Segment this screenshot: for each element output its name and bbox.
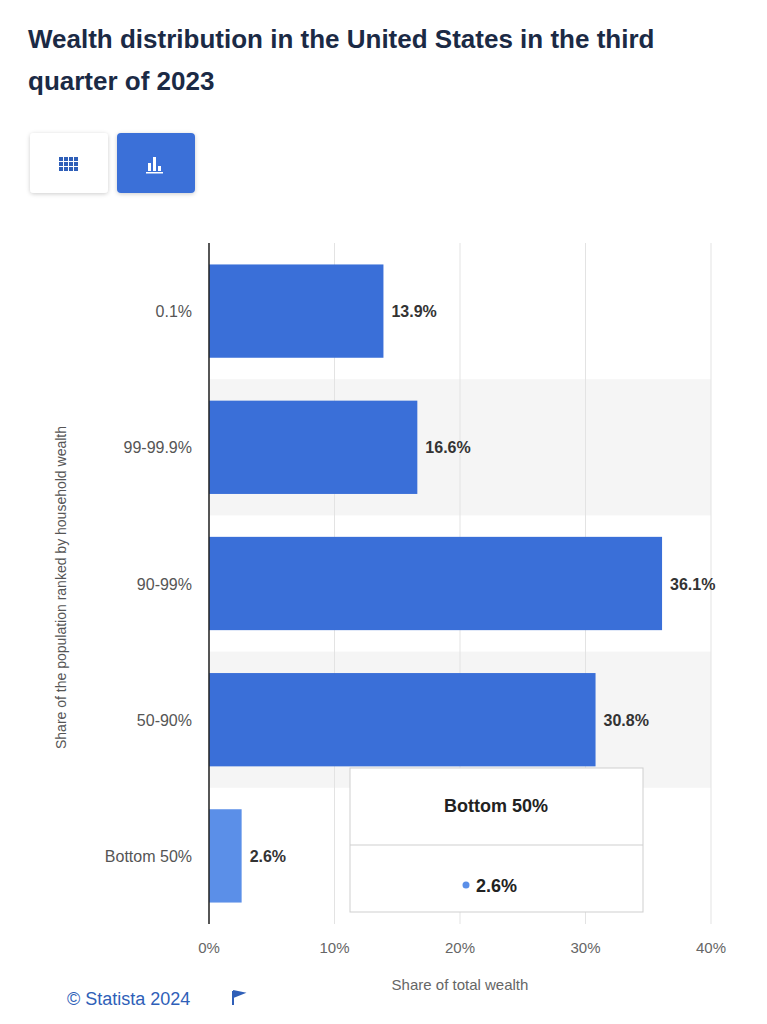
- icon-bar: [153, 157, 156, 171]
- icon-cell: [64, 162, 68, 166]
- tick-label: 20%: [445, 939, 475, 956]
- data-label: 30.8%: [604, 712, 649, 729]
- tick-label: 0%: [198, 939, 220, 956]
- tick-label: 40%: [696, 939, 726, 956]
- source: © Statista 2024: [67, 989, 190, 1009]
- icon-cell: [74, 162, 78, 166]
- y-axis-title: Share of the population ranked by househ…: [53, 426, 69, 749]
- x-axis-title: Share of total wealth: [392, 976, 529, 993]
- icon-cell: [59, 157, 63, 161]
- bar: [209, 809, 242, 902]
- data-label: 36.1%: [670, 576, 715, 593]
- category-label: 90-99%: [137, 576, 192, 593]
- category-label: 99-99.9%: [124, 439, 193, 456]
- tooltip-divider: [350, 845, 643, 846]
- data-label: 13.9%: [391, 303, 436, 320]
- icon-bar: [158, 166, 161, 171]
- data-label: 16.6%: [425, 439, 470, 456]
- icon-cell: [59, 167, 63, 171]
- category-label: 50-90%: [137, 712, 192, 729]
- icon-cell: [69, 162, 73, 166]
- chart-button[interactable]: [117, 133, 195, 193]
- tick-label: 30%: [570, 939, 600, 956]
- bar: [209, 401, 417, 494]
- icon-cell: [59, 162, 63, 166]
- tooltip-title: Bottom 50%: [444, 796, 548, 816]
- flag-icon: [233, 991, 243, 1005]
- title: Wealth distribution in the United States…: [28, 18, 743, 102]
- icon-cell: [64, 157, 68, 161]
- tooltip-dot: [463, 882, 470, 889]
- tick-label: 10%: [319, 939, 349, 956]
- bar: [209, 537, 662, 630]
- grid-line: [209, 243, 210, 924]
- icon-cell: [69, 167, 73, 171]
- table-button[interactable]: [30, 133, 108, 193]
- icon-bar: [148, 163, 151, 171]
- category-label: Bottom 50%: [105, 848, 192, 865]
- chart-icon: [146, 157, 163, 174]
- icon-cell: [74, 167, 78, 171]
- table-icon: [59, 157, 78, 171]
- category-label: 0.1%: [156, 303, 192, 320]
- icon-base: [146, 172, 163, 174]
- tooltip-box: [350, 768, 643, 912]
- tooltip: Bottom 50% 2.6%: [350, 768, 643, 912]
- icon-cell: [69, 157, 73, 161]
- icon-cell: [64, 167, 68, 171]
- tooltip-value: 2.6%: [476, 876, 517, 896]
- bar: [209, 673, 596, 766]
- data-label: 2.6%: [250, 848, 286, 865]
- y-axis-line: [208, 243, 210, 924]
- icon-cell: [74, 157, 78, 161]
- bar: [209, 264, 383, 357]
